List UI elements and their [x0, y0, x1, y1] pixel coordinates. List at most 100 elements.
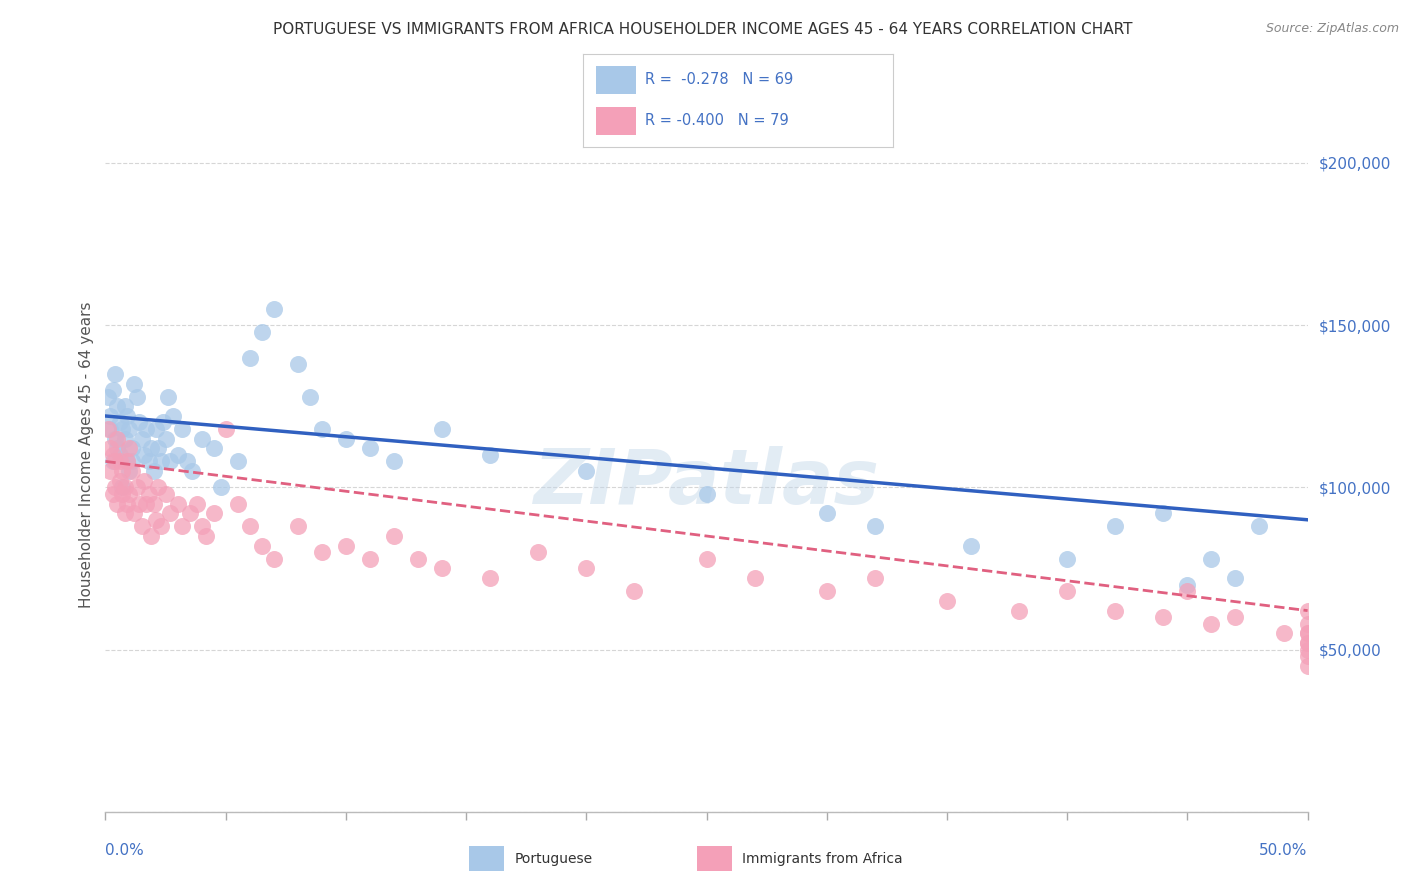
- Point: [114, 506, 136, 520]
- Point: [139, 442, 162, 456]
- Point: [149, 454, 172, 468]
- Point: [1296, 626, 1319, 640]
- Text: PORTUGUESE VS IMMIGRANTS FROM AFRICA HOUSEHOLDER INCOME AGES 45 - 64 YEARS CORRE: PORTUGUESE VS IMMIGRANTS FROM AFRICA HOU…: [273, 22, 1133, 37]
- Point: [115, 497, 138, 511]
- Point: [190, 519, 212, 533]
- Point: [166, 448, 188, 462]
- Point: [1296, 636, 1319, 650]
- Text: Source: ZipAtlas.com: Source: ZipAtlas.com: [1265, 22, 1399, 36]
- Point: [135, 497, 157, 511]
- Point: [98, 464, 121, 478]
- Point: [176, 454, 198, 468]
- Point: [527, 545, 550, 559]
- Point: [239, 519, 262, 533]
- Text: R = -0.400   N = 79: R = -0.400 N = 79: [645, 113, 789, 128]
- Point: [114, 432, 136, 446]
- Point: [98, 409, 121, 423]
- Point: [111, 422, 134, 436]
- Point: [152, 416, 174, 430]
- Point: [696, 487, 718, 501]
- Point: [107, 442, 129, 456]
- Point: [125, 480, 148, 494]
- Point: [1152, 610, 1174, 624]
- Point: [1175, 584, 1198, 599]
- Point: [575, 464, 598, 478]
- Point: [1056, 584, 1078, 599]
- Point: [1296, 648, 1319, 663]
- Point: [186, 497, 208, 511]
- Point: [101, 383, 124, 397]
- Point: [172, 519, 194, 533]
- Point: [1296, 604, 1319, 618]
- Point: [263, 301, 285, 316]
- Point: [1152, 506, 1174, 520]
- Point: [145, 513, 167, 527]
- Point: [1056, 551, 1078, 566]
- Point: [139, 529, 162, 543]
- Point: [162, 409, 184, 423]
- Y-axis label: Householder Income Ages 45 - 64 years: Householder Income Ages 45 - 64 years: [79, 301, 94, 608]
- Point: [114, 480, 136, 494]
- Point: [172, 422, 194, 436]
- Point: [115, 454, 138, 468]
- Point: [118, 422, 141, 436]
- Point: [1296, 658, 1319, 673]
- Point: [287, 519, 309, 533]
- Point: [111, 487, 134, 501]
- Point: [1296, 626, 1319, 640]
- Point: [131, 519, 153, 533]
- Point: [156, 390, 179, 404]
- Point: [202, 506, 225, 520]
- Point: [1104, 604, 1126, 618]
- Point: [202, 442, 225, 456]
- Point: [101, 487, 124, 501]
- Point: [107, 399, 129, 413]
- Point: [263, 551, 285, 566]
- Point: [226, 497, 249, 511]
- Point: [131, 432, 153, 446]
- Point: [111, 480, 134, 494]
- Point: [1296, 616, 1319, 631]
- Point: [250, 325, 273, 339]
- Point: [118, 442, 141, 456]
- Point: [382, 454, 405, 468]
- Point: [101, 448, 124, 462]
- Point: [149, 519, 172, 533]
- Point: [107, 432, 129, 446]
- Point: [98, 422, 121, 436]
- Point: [104, 480, 127, 494]
- Point: [159, 454, 181, 468]
- Point: [104, 454, 127, 468]
- Point: [311, 545, 333, 559]
- Point: [287, 357, 309, 371]
- Point: [132, 448, 155, 462]
- Point: [148, 480, 170, 494]
- Point: [155, 487, 177, 501]
- Point: [121, 464, 143, 478]
- Point: [226, 454, 249, 468]
- Point: [1225, 610, 1247, 624]
- Point: [111, 464, 134, 478]
- Point: [107, 497, 129, 511]
- Point: [1104, 519, 1126, 533]
- Bar: [596, 66, 636, 94]
- Point: [298, 390, 321, 404]
- Point: [479, 448, 502, 462]
- Point: [1296, 636, 1319, 650]
- Text: Portuguese: Portuguese: [515, 852, 593, 865]
- Point: [406, 551, 429, 566]
- Point: [335, 432, 357, 446]
- Point: [1008, 604, 1031, 618]
- Text: 50.0%: 50.0%: [1260, 843, 1308, 858]
- Point: [214, 422, 236, 436]
- Point: [1201, 616, 1223, 631]
- Point: [239, 351, 262, 365]
- Point: [430, 561, 453, 575]
- Point: [179, 506, 201, 520]
- Point: [863, 519, 886, 533]
- Point: [960, 539, 983, 553]
- Point: [108, 474, 131, 488]
- Point: [623, 584, 645, 599]
- Point: [359, 551, 381, 566]
- Text: Immigrants from Africa: Immigrants from Africa: [742, 852, 903, 865]
